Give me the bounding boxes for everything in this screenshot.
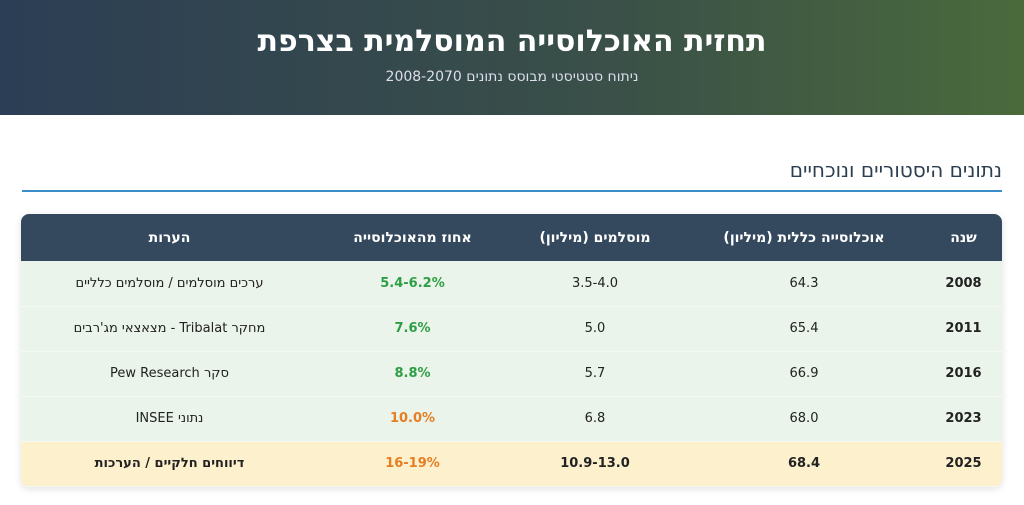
table-row: 2023 68.0 6.8 10.0% נתוני INSEE <box>21 396 1002 442</box>
column-header: שנה <box>925 214 1002 261</box>
section-title: נתונים היסטוריים ונוכחיים <box>22 158 1002 192</box>
table-row: 2025 68.4 10.9-13.0 16-19% דיווחים חלקיים / … <box>21 441 1002 487</box>
table-cell: סקר Pew Research <box>21 351 318 397</box>
table-cell: 5.4-6.2% <box>318 261 507 307</box>
column-header: אוכלוסייה כללית (מיליון) <box>683 214 925 261</box>
table-cell: ערכים מוסלמים / מוסלמים כלליים <box>21 261 318 307</box>
column-header: מוסלמים (מיליון) <box>507 214 683 261</box>
header: תחזית האוכלוסייה המוסלמית בצרפת ניתוח סט… <box>0 0 1024 115</box>
table-cell: מחקר Tribalat - מצאצאי מג'רבים <box>21 306 318 352</box>
table-cell: 5.7 <box>507 351 683 397</box>
table-row: 2016 66.9 5.7 8.8% סקר Pew Research <box>21 351 1002 397</box>
table-cell: 2025 <box>925 441 1002 487</box>
table-cell: 5.0 <box>507 306 683 352</box>
table-cell: 10.0% <box>318 396 507 442</box>
title: תחזית האוכלוסייה המוסלמית בצרפת <box>257 24 767 59</box>
table-cell: 66.9 <box>683 351 925 397</box>
table-cell: דיווחים חלקיים / הערכות <box>21 441 318 487</box>
table-cell: 16-19% <box>318 441 507 487</box>
table-cell: 64.3 <box>683 261 925 307</box>
subtitle: ניתוח סטטיסטי מבוסס נתונים 2008-2070 <box>385 69 639 85</box>
table-body: 2008 64.3 3.5-4.0 5.4-6.2% ערכים מוסלמים / מ… <box>21 261 1002 487</box>
table-cell: 10.9-13.0 <box>507 441 683 487</box>
table-cell: 68.4 <box>683 441 925 487</box>
table-row: 2011 65.4 5.0 7.6% מחקר Tribalat - מצאצאי מג… <box>21 306 1002 352</box>
table-row: 2008 64.3 3.5-4.0 5.4-6.2% ערכים מוסלמים / מ… <box>21 261 1002 307</box>
table-cell: 3.5-4.0 <box>507 261 683 307</box>
table-cell: 65.4 <box>683 306 925 352</box>
table-cell: 68.0 <box>683 396 925 442</box>
table-cell: 8.8% <box>318 351 507 397</box>
table-cell: נתוני INSEE <box>21 396 318 442</box>
column-header: אחוז מהאוכלוסייה <box>318 214 507 261</box>
table-cell: 6.8 <box>507 396 683 442</box>
data-table: שנה אוכלוסייה כללית (מיליון) מוסלמים (מילי… <box>21 214 1002 487</box>
table-cell: 7.6% <box>318 306 507 352</box>
table-cell: 2011 <box>925 306 1002 352</box>
table-cell: 2016 <box>925 351 1002 397</box>
table-cell: 2023 <box>925 396 1002 442</box>
table-cell: 2008 <box>925 261 1002 307</box>
header-row: שנה אוכלוסייה כללית (מיליון) מוסלמים (מילי… <box>21 214 1002 261</box>
column-header: הערות <box>21 214 318 261</box>
